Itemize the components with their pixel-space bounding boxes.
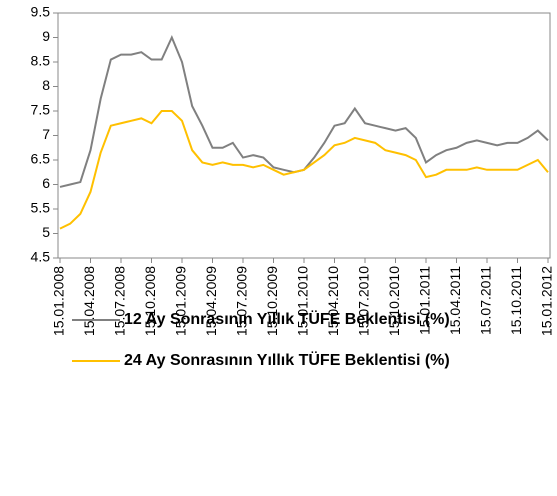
y-tick-label: 7 — [42, 126, 50, 142]
series-line — [59, 110, 549, 230]
y-tick-label: 5.5 — [31, 200, 51, 216]
x-tick-label: 15.04.2008 — [81, 266, 97, 336]
x-tick-label: 15.04.2010 — [325, 266, 341, 336]
legend-label: 12 Ay Sonrasının Yıllık TÜFE Beklentisi … — [124, 309, 450, 328]
y-tick-label: 9 — [42, 28, 50, 44]
x-tick-label: 15.01.2008 — [51, 266, 67, 336]
x-tick-label: 15.01.2012 — [539, 266, 555, 336]
x-tick-label: 15.01.2009 — [173, 266, 189, 336]
series-line — [59, 35, 549, 188]
y-tick-label: 6 — [42, 175, 50, 191]
x-tick-label: 15.07.2010 — [356, 266, 372, 336]
x-tick-label: 15.10.2009 — [264, 266, 280, 336]
x-tick-label: 15.01.2011 — [417, 266, 433, 335]
x-tick-label: 15.01.2010 — [295, 266, 311, 336]
plot-frame — [57, 12, 551, 259]
x-tick-label: 15.07.2008 — [112, 266, 128, 336]
x-tick-label: 15.04.2011 — [447, 266, 463, 335]
x-tick-label: 15.10.2010 — [386, 266, 402, 336]
x-tick-label: 15.07.2009 — [234, 266, 250, 336]
legend-label: 24 Ay Sonrasının Yıllık TÜFE Beklentisi … — [124, 350, 450, 369]
y-tick-label: 8.5 — [31, 53, 51, 69]
x-tick-label: 15.04.2009 — [203, 266, 219, 336]
y-tick-label: 6.5 — [31, 151, 51, 167]
x-tick-label: 15.10.2008 — [142, 266, 158, 336]
x-tick-label: 15.07.2011 — [478, 266, 494, 335]
y-tick-label: 5 — [42, 224, 50, 240]
y-tick-label: 4.5 — [31, 249, 51, 265]
x-tick-label: 15.10.2011 — [508, 266, 524, 335]
y-tick-label: 7.5 — [31, 102, 51, 118]
y-tick-label: 8 — [42, 77, 50, 93]
y-tick-label: 9.5 — [31, 4, 51, 20]
